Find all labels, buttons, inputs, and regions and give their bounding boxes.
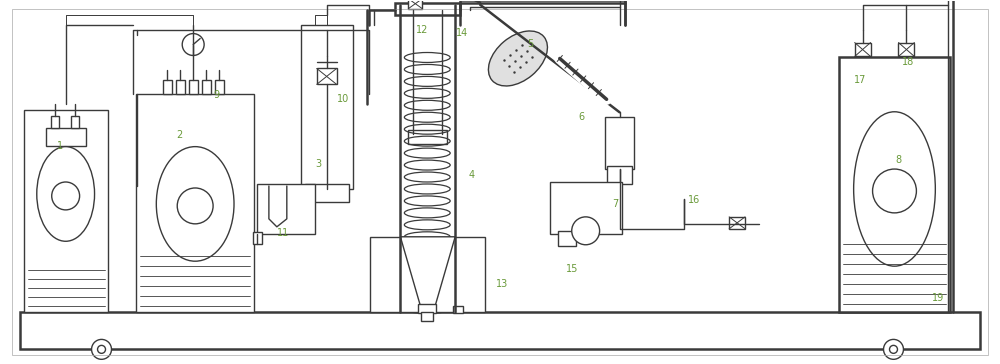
Circle shape bbox=[52, 182, 80, 210]
Polygon shape bbox=[400, 237, 455, 305]
Text: 1: 1 bbox=[57, 141, 63, 151]
Circle shape bbox=[92, 339, 111, 359]
Text: 10: 10 bbox=[336, 94, 349, 104]
Bar bbox=[136, 94, 254, 312]
Text: 2: 2 bbox=[176, 130, 182, 140]
Bar bbox=[421, 312, 433, 321]
Bar bbox=[370, 237, 485, 312]
Bar bbox=[408, 0, 422, 9]
Bar bbox=[855, 43, 871, 56]
Text: 18: 18 bbox=[902, 58, 915, 67]
Bar bbox=[305, 184, 349, 202]
Circle shape bbox=[572, 217, 600, 245]
Bar bbox=[46, 128, 86, 146]
Text: 3: 3 bbox=[316, 159, 322, 169]
Bar bbox=[418, 304, 436, 313]
Bar bbox=[20, 312, 980, 349]
Text: 9: 9 bbox=[213, 90, 219, 100]
Bar bbox=[257, 184, 315, 234]
Circle shape bbox=[182, 33, 204, 55]
Text: 12: 12 bbox=[416, 25, 428, 35]
Bar bbox=[839, 58, 950, 312]
Bar bbox=[395, 3, 460, 15]
Bar bbox=[51, 116, 59, 128]
Bar bbox=[253, 232, 262, 244]
Bar bbox=[317, 68, 337, 84]
Bar bbox=[898, 43, 914, 56]
Bar bbox=[558, 231, 576, 246]
Text: 17: 17 bbox=[854, 75, 867, 86]
Text: 19: 19 bbox=[932, 293, 944, 303]
Text: 14: 14 bbox=[456, 28, 468, 38]
Text: 11: 11 bbox=[277, 228, 289, 238]
Text: 4: 4 bbox=[469, 170, 475, 180]
Ellipse shape bbox=[156, 147, 234, 261]
Text: 15: 15 bbox=[566, 264, 578, 274]
Bar bbox=[24, 110, 108, 312]
Circle shape bbox=[884, 339, 903, 359]
Bar bbox=[202, 80, 211, 94]
Bar bbox=[453, 305, 463, 313]
Ellipse shape bbox=[37, 147, 95, 241]
Bar bbox=[550, 182, 622, 234]
Text: 7: 7 bbox=[612, 199, 619, 209]
Bar bbox=[71, 116, 79, 128]
Ellipse shape bbox=[854, 112, 935, 266]
Text: 13: 13 bbox=[496, 278, 508, 289]
Ellipse shape bbox=[488, 31, 547, 86]
Bar bbox=[176, 80, 185, 94]
Bar bbox=[301, 25, 353, 189]
Text: 5: 5 bbox=[527, 39, 533, 49]
Bar bbox=[189, 80, 198, 94]
Bar bbox=[163, 80, 172, 94]
Bar bbox=[605, 117, 634, 169]
Circle shape bbox=[873, 169, 916, 213]
Bar bbox=[215, 80, 224, 94]
Text: 16: 16 bbox=[688, 195, 700, 205]
Bar bbox=[607, 166, 632, 184]
Bar bbox=[408, 130, 447, 144]
Text: 6: 6 bbox=[579, 112, 585, 122]
Text: 8: 8 bbox=[895, 155, 902, 165]
Circle shape bbox=[98, 345, 106, 353]
Bar bbox=[729, 217, 745, 229]
Circle shape bbox=[177, 188, 213, 224]
Circle shape bbox=[890, 345, 897, 353]
